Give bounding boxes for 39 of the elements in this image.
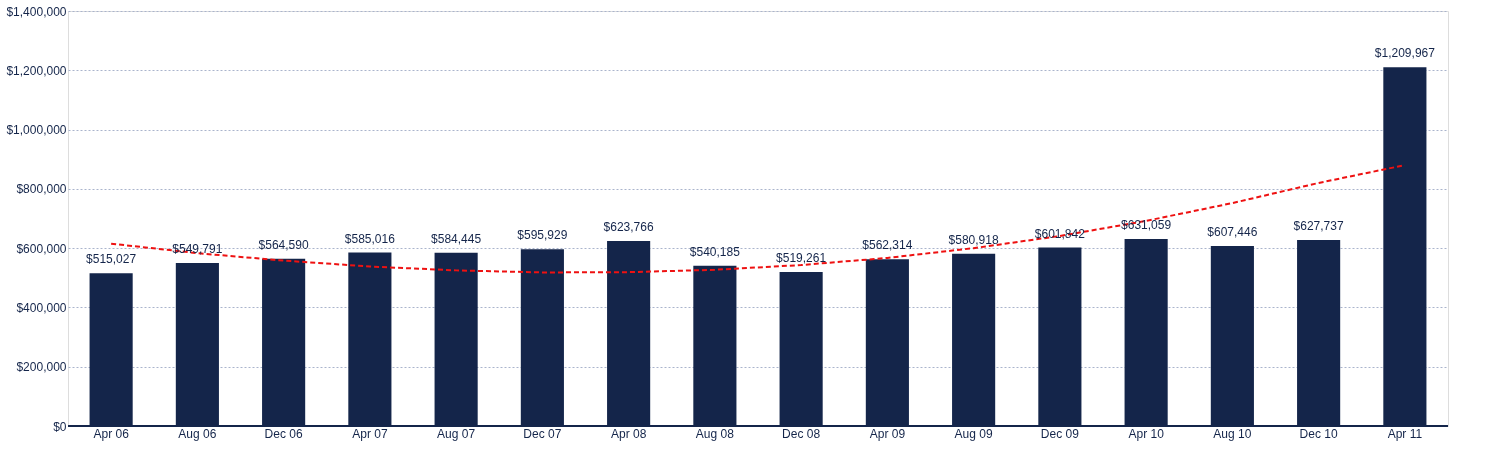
x-tick-label: Aug 09: [954, 426, 993, 441]
x-tick-label: Dec 07: [523, 426, 562, 441]
y-tick-label: $800,000: [16, 182, 67, 197]
data-label: $584,445: [431, 231, 482, 246]
x-tick-label: Apr 06: [93, 426, 130, 441]
data-label: $627,737: [1293, 218, 1344, 233]
x-tick-label: Apr 11: [1387, 426, 1423, 441]
x-tick-label: Dec 08: [782, 426, 821, 441]
data-label: $580,918: [948, 232, 999, 247]
data-label: $585,016: [344, 231, 396, 246]
x-tick-label: Aug 10: [1213, 426, 1252, 441]
x-tick-label: Dec 09: [1040, 426, 1080, 441]
data-label: $562,314: [862, 238, 913, 253]
x-tick-label: Apr 08: [610, 426, 647, 441]
data-label: $515,027: [86, 252, 137, 267]
y-tick-label: $400,000: [16, 300, 67, 315]
data-label: $623,766: [603, 220, 654, 235]
y-tick-label: $0: [53, 419, 67, 434]
x-tick-label: Apr 07: [352, 426, 388, 441]
y-tick-label: $1,000,000: [6, 123, 67, 138]
data-label: $519,261: [776, 251, 827, 266]
y-tick-label: $600,000: [16, 241, 67, 256]
data-label: $564,590: [258, 237, 309, 252]
data-label: $595,929: [517, 228, 568, 243]
x-tick-label: Aug 07: [437, 426, 476, 441]
x-tick-label: Apr 09: [869, 426, 906, 441]
y-tick-label: $1,400,000: [6, 4, 67, 19]
x-tick-label: Dec 06: [264, 426, 303, 441]
data-label: $549,791: [172, 242, 223, 257]
data-label: $540,185: [689, 244, 741, 259]
y-tick-label: $1,200,000: [6, 63, 67, 78]
data-label: $1,209,967: [1374, 46, 1436, 61]
x-tick-label: Aug 06: [178, 426, 217, 441]
x-tick-label: Dec 10: [1299, 426, 1338, 441]
x-tick-label: Aug 08: [695, 426, 735, 441]
y-tick-label: $200,000: [16, 360, 67, 375]
data-label: $631,059: [1121, 217, 1172, 232]
x-tick-label: Apr 10: [1128, 426, 1165, 441]
data-label: $607,446: [1207, 224, 1258, 239]
